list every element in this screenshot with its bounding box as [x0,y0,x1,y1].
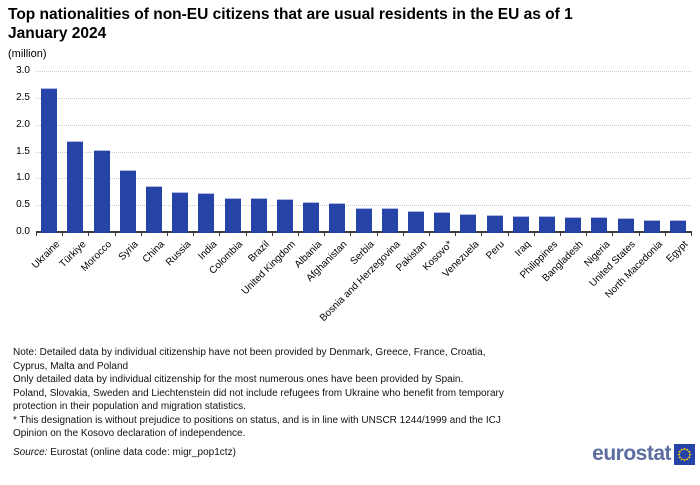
note-line: Cyprus, Malta and Poland [13,360,129,372]
bar-bosnia-and-herzegovina [381,208,398,233]
x-axis-tick [638,232,640,236]
x-axis-tick [429,232,430,236]
source-label: Source: [13,447,48,458]
x-axis-tick [560,232,561,236]
y-axis-label: 3.0 [16,65,30,76]
gridline [36,71,691,72]
x-axis-tick [114,232,116,236]
x-axis-tick [245,232,247,236]
bar-china [145,185,162,233]
page-title: Top nationalities of non-EU citizens tha… [8,6,573,42]
bar-bangladesh [565,216,582,233]
x-axis-tick [664,232,666,236]
x-axis-tick [62,232,64,236]
bar-peru [486,215,503,233]
note-line: Poland, Slovakia, Sweden and Liechtenste… [13,387,504,399]
chart-unit-subtitle: (million) [8,48,47,60]
x-axis-label: Iraq [513,239,534,259]
x-axis-label: India [195,239,220,263]
bar-philippines [538,215,555,233]
x-axis-tick [350,232,352,236]
eurostat-logo: eurostat [592,442,695,466]
gridline [36,205,691,207]
bar-iraq [512,215,529,233]
x-axis-tick [691,232,692,236]
x-axis-tick [481,232,483,236]
bar-ukraine [41,88,58,233]
x-axis-tick [271,232,273,236]
bar-brazil [250,197,267,233]
x-axis-tick [36,232,37,236]
x-axis-label: Peru [484,239,508,262]
y-axis-label: 1.5 [16,145,30,157]
gridline [36,178,691,180]
note-line: Note: Detailed data by individual citize… [13,347,486,358]
bar-colombia [224,197,241,233]
note-line: Only detailed data by individual citizen… [13,374,464,385]
eurostat-logo-text: eurostat [592,442,671,465]
source-text: Eurostat (online data code: migr_pop1ctz… [47,447,236,458]
x-axis-tick [140,232,142,236]
bar-united-kingdom [276,199,293,233]
gridline [36,124,691,126]
bar-venezuela [460,213,477,233]
bar-egypt [669,220,686,233]
x-axis-tick [376,232,378,236]
bar-russia [172,191,189,233]
x-axis-tick [324,232,326,236]
source-line: Source: Eurostat (online data code: migr… [13,447,236,458]
note-line: Opinion on the Kosovo declaration of ind… [13,428,246,439]
bar-syria [119,169,136,233]
x-axis-tick [298,232,299,236]
gridline [36,151,691,153]
x-axis-tick [219,232,221,236]
x-axis-label: Syria [116,239,141,263]
y-axis-label: 0.5 [16,199,30,211]
x-axis-tick [193,232,195,236]
x-axis-tick [533,232,535,236]
bar-afghanistan [329,203,346,233]
y-axis-label: 1.0 [16,172,30,184]
bar-india [198,193,215,233]
y-axis-label: 2.5 [16,91,30,103]
x-axis-label: China [140,239,167,266]
gridline [36,97,691,99]
x-axis-tick [455,232,457,236]
eu-flag-icon [674,443,695,465]
note-line: * This designation is without prejudice … [13,414,501,426]
bar-albania [303,202,320,233]
notes-block: Note: Detailed data by individual citize… [13,346,673,441]
note-line: protection in their population and migra… [13,401,246,412]
bar-morocco [93,150,110,233]
bar-kosovo [434,212,451,233]
x-axis-tick [88,232,90,236]
x-axis-tick [167,232,168,236]
x-axis-tick [586,232,588,236]
x-axis-label: Ukraine [29,239,62,272]
y-axis-label: 2.0 [16,118,30,130]
x-axis-label: Russia [163,239,193,269]
bar-nigeria [591,216,608,233]
bar-pakistan [407,210,424,233]
bar-united-states [617,217,634,233]
x-axis-tick [507,232,509,236]
x-axis-tick [402,232,404,236]
bar-serbia [355,207,372,233]
bar-north-macedonia [643,219,660,233]
x-axis-label: Egypt [664,239,691,265]
y-axis-label: 0.0 [16,226,30,237]
bar-t-rkiye [67,140,84,233]
x-axis-tick [612,232,614,236]
